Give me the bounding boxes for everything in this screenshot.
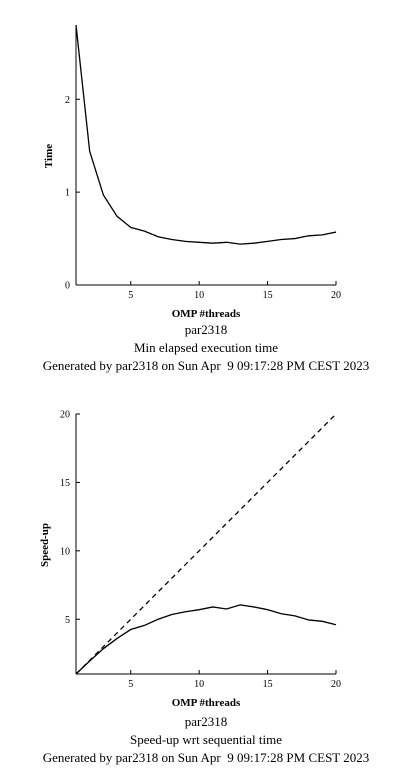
chart-speedup-series-1-line: [75, 413, 337, 675]
chart-time-xlabel: OMP #threads: [172, 308, 241, 320]
chart-speedup-plot: [75, 413, 337, 675]
chart-speedup-y-tick-label: 20: [60, 410, 70, 421]
chart-speedup-series-0-line: [75, 604, 337, 675]
chart-time-x-tick-label: 15: [263, 290, 273, 301]
chart-speedup-x-tick-label: 15: [263, 679, 273, 690]
chart-speedup-xlabel: OMP #threads: [172, 697, 241, 709]
chart-speedup-x-tick-label: 10: [194, 679, 204, 690]
chart-speedup-axes: 5 10 15 20 5 10 15 20: [60, 410, 341, 691]
chart-time-ylabel: Time: [43, 144, 55, 168]
chart-time-plot: [75, 24, 337, 245]
chart-time-title: Min elapsed execution time: [134, 340, 278, 355]
chart-speedup-y-tick-label: 5: [65, 615, 70, 626]
chart-speedup-x-tick-label: 20: [331, 679, 341, 690]
chart-time-x-tick-label: 10: [194, 290, 204, 301]
chart-speedup-ylabel: Speed-up: [39, 523, 51, 567]
chart-time-x-tick-label: 5: [128, 290, 133, 301]
chart-speedup-x-tick-label: 5: [128, 679, 133, 690]
chart-speedup-y-tick-label: 15: [60, 478, 70, 489]
chart-speedup: 5 10 15 20 5 10 15 20 OMP #threads Speed-up par…: [39, 410, 369, 766]
chart-speedup-generated: Generated by par2318 on Sun Apr 9 09:17:…: [43, 750, 370, 765]
chart-time-generated: Generated by par2318 on Sun Apr 9 09:17:…: [43, 358, 370, 373]
chart-time-name-label: par2318: [185, 322, 228, 337]
chart-speedup-name-label: par2318: [185, 714, 228, 729]
chart-time-series-0-line: [75, 24, 337, 245]
chart-time: 5 10 15 20 0 1 2 OMP #threads Time par2318 Min…: [43, 24, 370, 373]
chart-speedup-title: Speed-up wrt sequential time: [130, 732, 282, 747]
chart-time-axes: 5 10 15 20 0 1 2: [65, 25, 341, 301]
chart-time-y-tick-label: 2: [65, 95, 70, 106]
chart-time-x-tick-label: 20: [331, 290, 341, 301]
chart-time-y-tick-label: 0: [65, 281, 70, 292]
chart-speedup-y-tick-label: 10: [60, 546, 70, 557]
chart-time-y-tick-label: 1: [65, 188, 70, 199]
